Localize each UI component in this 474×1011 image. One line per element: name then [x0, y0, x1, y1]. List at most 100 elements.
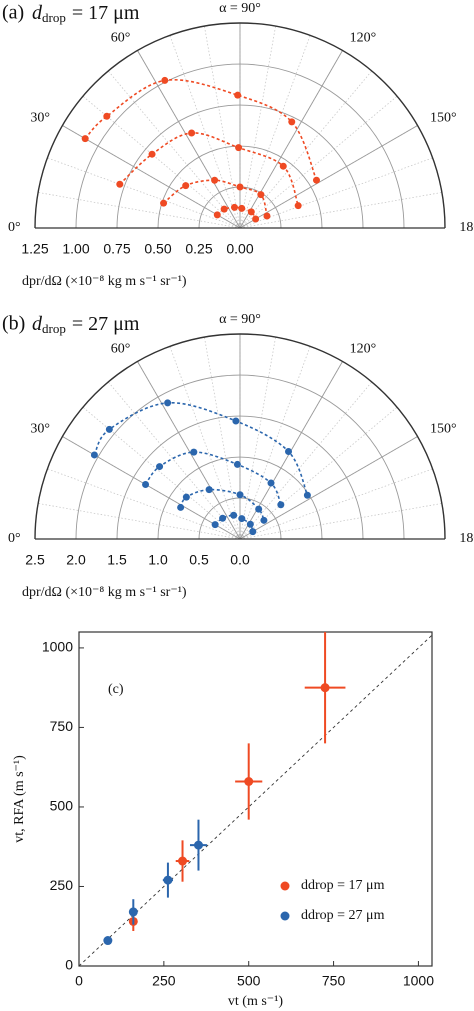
legend-label: ddrop = 27 μm: [301, 908, 385, 923]
grid-radial: [137, 361, 241, 540]
series-curve: [179, 488, 265, 521]
minor-radial: [239, 157, 433, 229]
data-point: [177, 503, 185, 511]
angle-tick-label: 30°: [30, 422, 50, 437]
r-tick-label: 2.5: [25, 552, 45, 568]
data-point: [285, 448, 293, 456]
series-curve: [119, 132, 299, 206]
data-point: [247, 208, 255, 216]
data-point: [213, 211, 221, 219]
data-point: [163, 875, 173, 885]
angle-tick-label: 150°: [430, 422, 457, 437]
r-tick-label: 1.0: [148, 552, 168, 568]
data-point: [260, 516, 268, 524]
minor-radial: [169, 35, 241, 229]
legend-marker: [280, 911, 290, 921]
minor-radial: [107, 70, 241, 229]
data-point: [233, 460, 241, 468]
angle-tick-label: 150°: [430, 111, 457, 126]
r-axis-label: dpr/dΩ (×10⁻⁸ kg m s⁻¹ sr⁻¹): [22, 585, 187, 600]
r-tick-label: 0.0: [230, 552, 250, 568]
annotation-subscript: drop: [42, 10, 66, 25]
minor-radial: [47, 468, 241, 540]
minor-radial: [239, 26, 276, 229]
angle-tick-label: 0°: [8, 220, 21, 235]
plot-frame: [78, 631, 433, 967]
grid-radial: [239, 50, 343, 229]
data-point: [303, 491, 311, 499]
panel-label: (a): [2, 2, 24, 24]
angle-tick-label: 60°: [111, 30, 131, 45]
data-point: [267, 479, 275, 487]
angle-tick-label: 0°: [8, 531, 21, 546]
r-tick-label: 1.00: [62, 241, 89, 257]
data-point: [81, 135, 89, 143]
series-curve: [93, 402, 309, 496]
r-axis-label: dpr/dΩ (×10⁻⁸ kg m s⁻¹ sr⁻¹): [22, 274, 187, 289]
r-tick-label: 0.75: [103, 241, 130, 257]
minor-radial: [82, 95, 241, 229]
r-tick-label: 1.5: [107, 552, 127, 568]
angle-tick-label: 180°: [459, 531, 474, 546]
minor-radial: [239, 346, 311, 540]
data-point: [156, 463, 164, 471]
data-point: [312, 176, 320, 184]
annotation-subscript: drop: [42, 321, 66, 336]
data-point: [105, 425, 113, 433]
angle-tick-label: 180°: [459, 220, 474, 235]
data-point: [211, 176, 219, 184]
r-tick-label: 2.0: [66, 552, 86, 568]
annotation-symbol: d: [32, 313, 43, 335]
data-point: [128, 907, 138, 917]
minor-radial: [239, 381, 373, 540]
y-tick-label: 250: [50, 877, 74, 893]
data-point: [288, 118, 296, 126]
grid-radial: [62, 125, 241, 229]
minor-radial: [47, 157, 241, 229]
data-point: [320, 683, 330, 693]
minor-radial: [239, 503, 442, 540]
minor-radial: [38, 192, 241, 229]
x-tick-label: 250: [152, 973, 176, 989]
outer-arc: [34, 22, 446, 229]
minor-radial: [239, 35, 311, 229]
minor-radial: [239, 70, 373, 229]
data-point: [230, 203, 238, 211]
data-point: [257, 191, 265, 199]
data-point: [236, 491, 244, 499]
data-point: [244, 777, 254, 787]
r-tick-label: 1.25: [21, 241, 48, 257]
grid-radial: [239, 436, 418, 540]
annotation-text: = 27 μm: [72, 313, 140, 335]
annotation-symbol: d: [32, 2, 43, 24]
data-point: [238, 204, 246, 212]
r-tick-label: 0.25: [185, 241, 212, 257]
data-point: [103, 936, 113, 946]
minor-radial: [82, 406, 241, 540]
legend-marker: [280, 881, 290, 891]
minor-radial: [239, 95, 398, 229]
data-point: [116, 180, 124, 188]
r-tick-label: 0.5: [189, 552, 209, 568]
data-point: [263, 212, 271, 220]
angle-tick-label: 60°: [111, 341, 131, 356]
data-point: [252, 215, 260, 223]
data-point: [90, 451, 98, 459]
y-axis-label: vt, RFA (m s⁻¹): [12, 755, 27, 843]
grid-radial: [137, 50, 241, 229]
x-tick-label: 500: [237, 973, 261, 989]
annotation: ddrop = 17 μm: [32, 2, 140, 25]
data-point: [249, 528, 257, 536]
data-point: [277, 501, 285, 509]
angle-tick-label: α = 90°: [219, 312, 261, 327]
data-point: [219, 514, 227, 522]
minor-radial: [204, 337, 241, 540]
y-tick-label: 750: [50, 718, 74, 734]
minor-radial: [107, 381, 241, 540]
minor-radial: [239, 468, 433, 540]
data-point: [235, 144, 243, 152]
r-tick-label: 0.00: [226, 241, 253, 257]
data-point: [182, 182, 190, 190]
panel-label: (b): [2, 313, 25, 335]
